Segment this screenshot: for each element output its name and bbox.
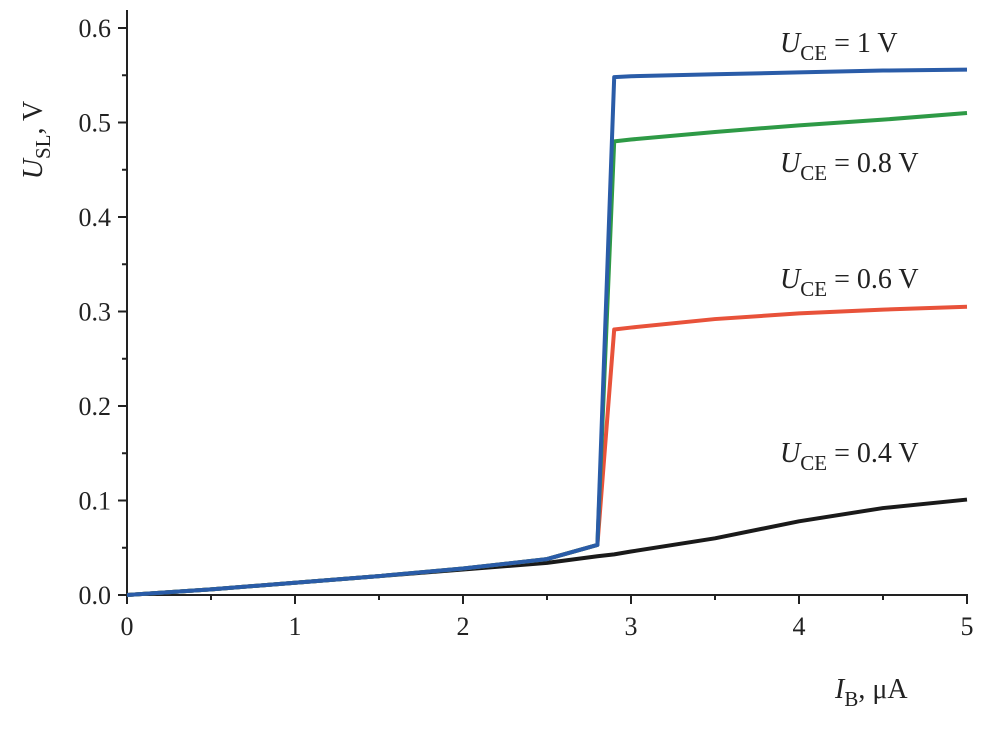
label-part: U bbox=[780, 148, 802, 179]
y-tick-label: 0.0 bbox=[79, 581, 112, 610]
series-label: UCE = 0.6 V bbox=[780, 264, 919, 301]
label-part: U bbox=[780, 264, 802, 295]
label-part: I bbox=[834, 674, 846, 705]
y-tick-label: 0.4 bbox=[79, 203, 112, 232]
subscript: B bbox=[844, 687, 858, 711]
y-tick-label: 0.5 bbox=[79, 109, 112, 138]
series-line bbox=[126, 111, 968, 597]
series-label: UCE = 0.8 V bbox=[780, 148, 919, 185]
x-tick-label: 4 bbox=[793, 612, 806, 641]
y-tick-label: 0.1 bbox=[79, 487, 112, 516]
label-part: , μA bbox=[858, 674, 908, 705]
label-part: = 0.8 V bbox=[827, 148, 919, 179]
series-label: UCE = 0.4 V bbox=[780, 438, 919, 475]
subscript: CE bbox=[800, 277, 827, 301]
label-part: U bbox=[18, 157, 49, 179]
label-part: U bbox=[780, 438, 802, 469]
label-part: U bbox=[780, 28, 802, 59]
x-tick-label: 0 bbox=[121, 612, 134, 641]
label-part: = 0.6 V bbox=[827, 264, 919, 295]
x-tick-label: 1 bbox=[289, 612, 302, 641]
label-part: = 0.4 V bbox=[827, 438, 919, 469]
series-line bbox=[126, 497, 968, 597]
x-axis-label: IB, μA bbox=[834, 674, 908, 711]
subscript: SL bbox=[31, 134, 55, 159]
series-label: UCE = 1 V bbox=[780, 28, 898, 65]
y-tick-label: 0.2 bbox=[79, 392, 112, 421]
series-line bbox=[126, 67, 968, 597]
x-tick-label: 5 bbox=[961, 612, 974, 641]
subscript: CE bbox=[800, 41, 827, 65]
subscript: CE bbox=[800, 161, 827, 185]
x-tick-label: 3 bbox=[625, 612, 638, 641]
y-axis-label: USL, V bbox=[18, 101, 55, 179]
label-part: , V bbox=[18, 101, 49, 135]
x-tick-label: 2 bbox=[457, 612, 470, 641]
y-tick-label: 0.6 bbox=[79, 14, 112, 43]
subscript: CE bbox=[800, 451, 827, 475]
y-tick-label: 0.3 bbox=[79, 298, 112, 327]
label-part: = 1 V bbox=[827, 28, 898, 59]
